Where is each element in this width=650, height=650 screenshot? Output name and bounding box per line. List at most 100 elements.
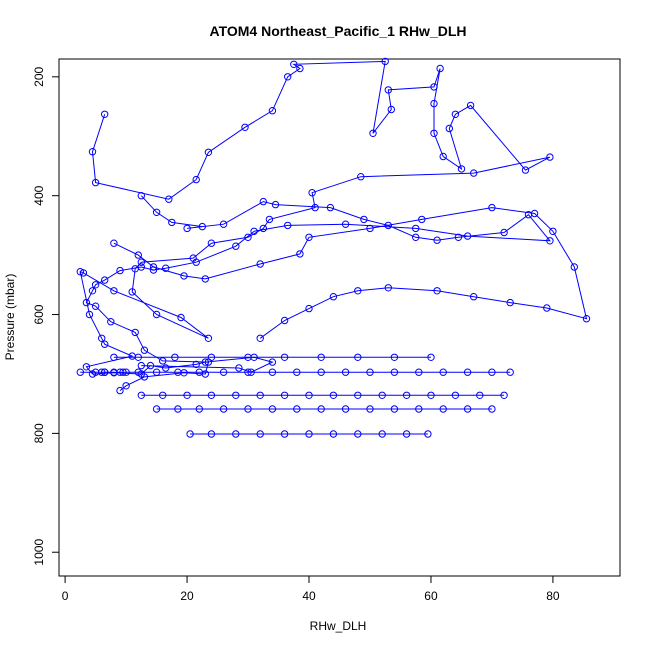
data-point — [131, 328, 139, 337]
data-point — [82, 363, 91, 371]
data-point — [384, 284, 392, 292]
data-point — [549, 227, 557, 236]
data-point — [436, 64, 444, 73]
data-point — [137, 263, 146, 271]
data-point — [122, 368, 130, 376]
data-point — [354, 430, 362, 438]
data-point — [439, 405, 447, 413]
data-point — [506, 298, 514, 307]
data-point — [256, 430, 264, 438]
data-point — [317, 405, 325, 413]
data-point — [186, 430, 194, 438]
data-point — [183, 224, 191, 233]
y-tick-label: 600 — [32, 304, 46, 324]
data-point — [180, 272, 188, 280]
data-point — [232, 242, 240, 250]
data-point — [390, 353, 399, 361]
x-axis-label: RHw_DLH — [310, 619, 367, 633]
data-point — [329, 391, 338, 399]
series-line — [113, 207, 588, 339]
data-point — [101, 110, 109, 119]
data-point — [290, 60, 298, 69]
data-point — [101, 340, 109, 348]
data-point — [366, 405, 374, 413]
y-axis: 200 400 600 800 1000 — [32, 66, 60, 566]
data-point — [305, 391, 313, 399]
data-point — [470, 293, 478, 301]
data-point — [98, 334, 106, 342]
data-point — [219, 368, 228, 376]
data-point — [317, 368, 325, 376]
data-point — [122, 382, 130, 390]
data-point — [378, 391, 386, 399]
data-point — [256, 334, 264, 342]
data-point — [308, 189, 316, 197]
data-point — [204, 148, 213, 157]
data-point — [152, 405, 161, 413]
plot-frame — [58, 58, 621, 577]
data-point — [235, 364, 243, 372]
data-point — [445, 124, 453, 133]
data-point — [91, 178, 100, 187]
data-point — [433, 236, 441, 244]
data-point — [500, 391, 508, 399]
data-point — [488, 368, 496, 376]
data-point — [463, 232, 472, 240]
data-point — [134, 353, 143, 361]
data-point — [378, 430, 386, 438]
data-point — [317, 353, 325, 361]
data-point — [140, 346, 149, 354]
data-point — [171, 353, 179, 361]
data-point — [101, 368, 109, 376]
x-tick-label: 0 — [62, 589, 69, 603]
data-point — [357, 173, 365, 181]
series-group — [110, 203, 591, 342]
data-point — [137, 258, 146, 266]
data-point — [305, 430, 313, 438]
data-point — [530, 209, 539, 218]
data-point — [412, 233, 420, 242]
data-point — [463, 405, 472, 413]
data-point — [110, 239, 118, 247]
data-point — [168, 218, 176, 227]
data-point — [305, 304, 313, 313]
data-point — [543, 304, 551, 312]
data-point — [341, 220, 350, 228]
data-point — [521, 166, 530, 174]
series-group — [152, 405, 496, 413]
data-point — [259, 197, 267, 206]
data-point — [463, 368, 472, 376]
data-point — [162, 364, 170, 372]
data-point — [296, 250, 304, 258]
data-point — [466, 101, 475, 110]
data-point — [256, 260, 264, 268]
series-group — [82, 192, 554, 395]
data-point — [430, 99, 438, 108]
data-point — [284, 221, 292, 230]
data-point — [244, 405, 252, 413]
data-point — [98, 368, 106, 376]
data-point — [88, 287, 97, 295]
data-point — [110, 287, 118, 295]
data-point — [268, 405, 277, 413]
data-point — [204, 334, 213, 342]
data-point — [476, 391, 484, 399]
y-tick-label: 800 — [32, 423, 46, 443]
data-point — [430, 129, 438, 138]
data-point — [201, 275, 210, 283]
series-group — [76, 368, 514, 376]
series-group — [186, 430, 432, 438]
data-point — [195, 368, 204, 376]
data-point — [198, 222, 207, 231]
data-point — [265, 215, 274, 224]
data-point — [284, 73, 292, 81]
data-point — [488, 405, 496, 413]
data-point — [174, 368, 182, 376]
series-group — [76, 57, 554, 378]
data-point — [296, 64, 304, 73]
data-point — [280, 391, 289, 399]
data-point — [244, 353, 252, 361]
data-point — [546, 237, 554, 245]
data-point — [305, 233, 313, 242]
